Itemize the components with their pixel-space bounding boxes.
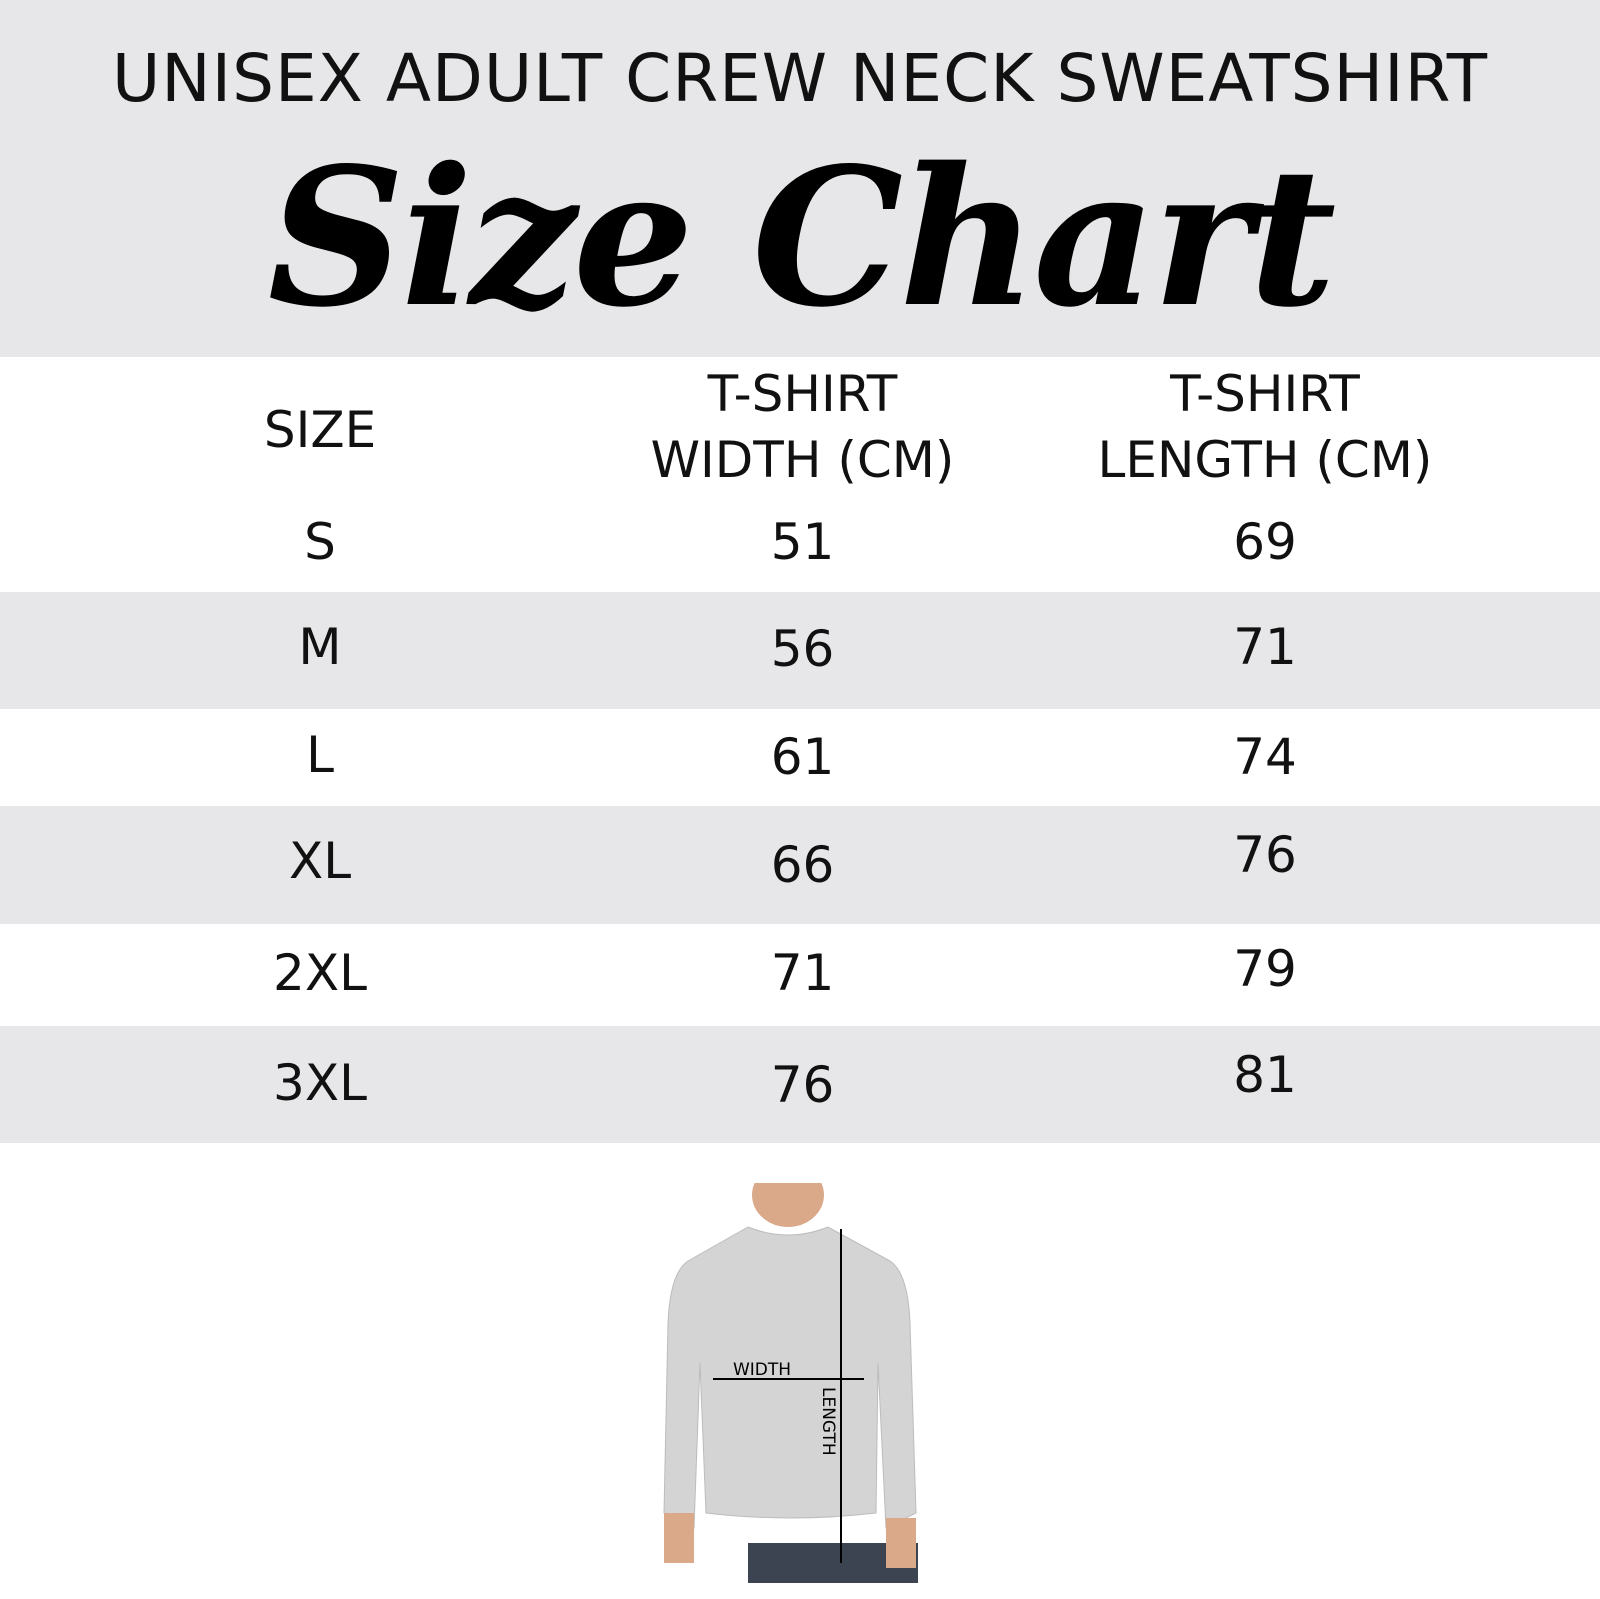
length-cell: 69 — [1233, 513, 1297, 571]
width-cell: 61 — [770, 728, 835, 786]
length-cell: 76 — [1233, 826, 1297, 884]
length-cell: 71 — [1233, 618, 1297, 676]
sweatshirt-measurement-diagram: WIDTH LENGTH — [640, 1163, 940, 1583]
width-cell: 51 — [770, 513, 835, 571]
model-face — [752, 1163, 824, 1227]
size-cell: L — [306, 726, 334, 784]
table-row: S 51 69 — [0, 507, 1600, 592]
length-cell: 74 — [1233, 728, 1297, 786]
size-cell: M — [298, 618, 342, 676]
column-header-length-line2: LENGTH (CM) — [1097, 431, 1433, 489]
sweatshirt-illustration: WIDTH LENGTH — [663, 1163, 918, 1583]
length-label: LENGTH — [818, 1387, 838, 1456]
table-row: XL 66 76 — [0, 806, 1600, 924]
table-row: L 61 74 — [0, 709, 1600, 806]
right-hand — [886, 1518, 916, 1568]
width-cell: 66 — [770, 836, 835, 894]
header-band: UNISEX ADULT CREW NECK SWEATSHIRT Size C… — [0, 0, 1600, 357]
table-row: 2XL 71 79 — [0, 924, 1600, 1026]
length-cell: 79 — [1233, 940, 1297, 998]
column-header-width-line2: WIDTH (CM) — [650, 431, 955, 489]
column-header-width-line1: T-SHIRT — [707, 365, 898, 423]
width-cell: 71 — [770, 944, 835, 1002]
left-hand — [664, 1513, 694, 1563]
column-header-length-line1: T-SHIRT — [1170, 365, 1360, 423]
width-cell: 56 — [770, 620, 835, 678]
table-header-row: SIZE T-SHIRT WIDTH (CM) T-SHIRT LENGTH (… — [0, 357, 1600, 507]
length-cell: 81 — [1233, 1046, 1297, 1104]
width-cell: 76 — [770, 1056, 835, 1114]
size-cell: XL — [288, 832, 352, 890]
width-label: WIDTH — [733, 1360, 791, 1380]
table-row: 3XL 76 81 — [0, 1026, 1600, 1143]
table-row: M 56 71 — [0, 592, 1600, 709]
column-header-size: SIZE — [263, 401, 377, 459]
size-cell: 3XL — [273, 1054, 367, 1112]
page-title: Size Chart — [267, 126, 1337, 349]
size-cell: 2XL — [273, 944, 367, 1002]
product-subtitle: UNISEX ADULT CREW NECK SWEATSHIRT — [111, 40, 1489, 117]
size-cell: S — [304, 513, 336, 571]
sweatshirt-body — [663, 1226, 917, 1529]
